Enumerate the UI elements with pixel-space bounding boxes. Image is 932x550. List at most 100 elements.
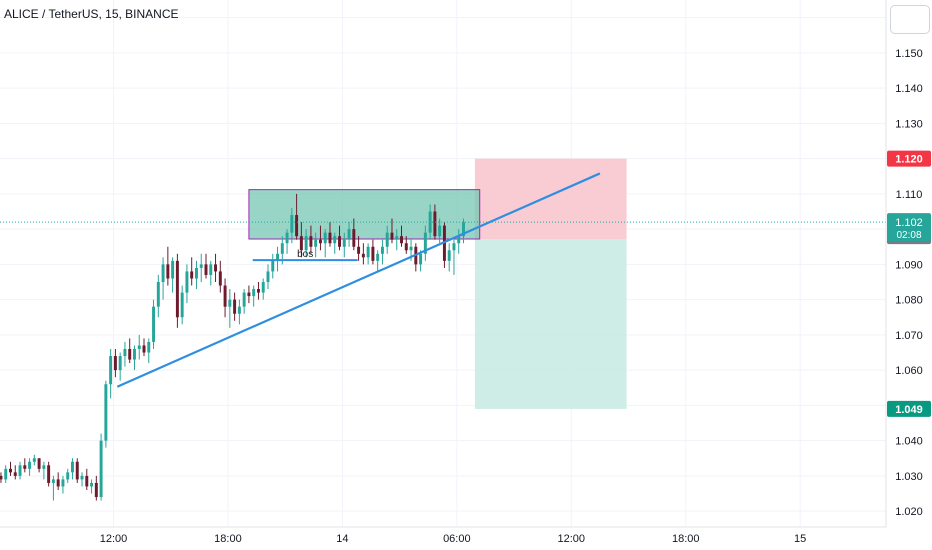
candle-body [280,243,284,254]
candle-body [23,465,27,469]
candle-body [28,461,32,469]
candle-body [409,246,413,251]
stop-loss-zone[interactable] [474,158,627,240]
time-tick-label: 14 [336,533,348,545]
candle-body [457,236,461,244]
price-tick-label: 1.150 [895,48,923,60]
candle-body [371,246,375,261]
candle-body [75,461,79,480]
candle-body [51,479,55,483]
trendline[interactable] [116,172,601,388]
candle-body [71,461,74,473]
candle-body [204,264,208,275]
candle-body [9,468,12,473]
time-tick-label: 18:00 [214,533,242,545]
candle-body [194,267,198,279]
candle-body [166,264,170,279]
candle-body [13,472,17,476]
candle-body [142,345,146,353]
candle-body [285,232,289,244]
candle-body [99,440,103,498]
candle-body [256,289,260,293]
candle-body [47,465,51,483]
candle-body [447,250,451,261]
candle-body [342,239,346,247]
candle-body [404,243,408,251]
time-tick-label: 18:00 [672,533,700,545]
price-tick-label: 1.040 [895,436,923,448]
candle-body [156,282,160,307]
candle-body [395,236,399,240]
candle-body [132,348,136,360]
candle-body [338,236,342,247]
candle-body [385,232,389,247]
last-price-badge [887,213,931,242]
candle-body [314,239,318,247]
time-tick-label: 15 [794,533,806,545]
candle-body [94,482,98,498]
candle-body [347,229,351,240]
price-tick-label: 1.020 [895,506,923,518]
time-tick-label: 12:00 [100,533,128,545]
candle-body [185,271,189,293]
candle-body [18,465,22,476]
bos-label: bos [297,249,313,260]
candle-body [462,222,465,237]
take-profit-zone[interactable] [474,239,627,409]
candle-body [137,345,141,349]
candle-body [42,465,46,469]
candle-body [390,232,394,240]
target-price-badge [887,400,931,417]
candle-body [252,289,256,297]
candle-body [147,341,151,353]
candle-body [209,264,213,275]
candle-body [309,236,313,247]
price-tick-label: 1.030 [895,471,923,483]
candle-body [400,236,403,244]
time-tick-label: 12:00 [558,533,586,545]
candle-body [113,356,117,371]
candle-body [218,271,222,286]
candle-body [32,458,36,462]
candle-body [290,215,294,233]
candle-body [380,246,384,254]
candle-body [223,285,227,307]
candle-body [233,299,237,314]
candle-body [199,264,203,268]
candle-body [118,356,122,371]
price-tick-label: 1.090 [895,259,923,271]
candle-body [299,236,303,251]
candle-body [276,253,280,261]
candle-body [190,271,194,279]
candle-body [171,260,175,279]
top-right-button[interactable] [890,5,930,34]
chart-title: ALICE / TetherUS, 15, BINANCE [4,7,179,21]
candle-body [56,479,60,487]
candle-body [357,246,361,254]
candle-body [352,229,356,247]
candle-body [0,475,3,480]
candle-body [109,356,113,385]
candle-body [152,306,156,342]
candle-body [433,211,437,237]
price-tick-label: 1.080 [895,295,923,307]
candle-body [376,253,380,261]
candle-body [323,232,327,244]
time-axis-background [0,527,932,550]
price-tick-label: 1.110 [896,189,923,201]
candle-body [304,236,308,251]
candle-body [318,239,322,244]
candle-body [85,475,89,487]
candle-body [104,384,108,441]
price-tick-label: 1.140 [895,83,923,95]
price-tick-label: 1.070 [895,330,923,342]
candle-body [175,260,179,318]
candle-body [419,253,423,265]
candle-body [242,292,246,307]
candle-body [366,246,370,258]
candle-body [66,472,70,480]
candle-body [180,292,184,318]
candle-body [361,253,365,258]
candle-body [237,306,241,314]
